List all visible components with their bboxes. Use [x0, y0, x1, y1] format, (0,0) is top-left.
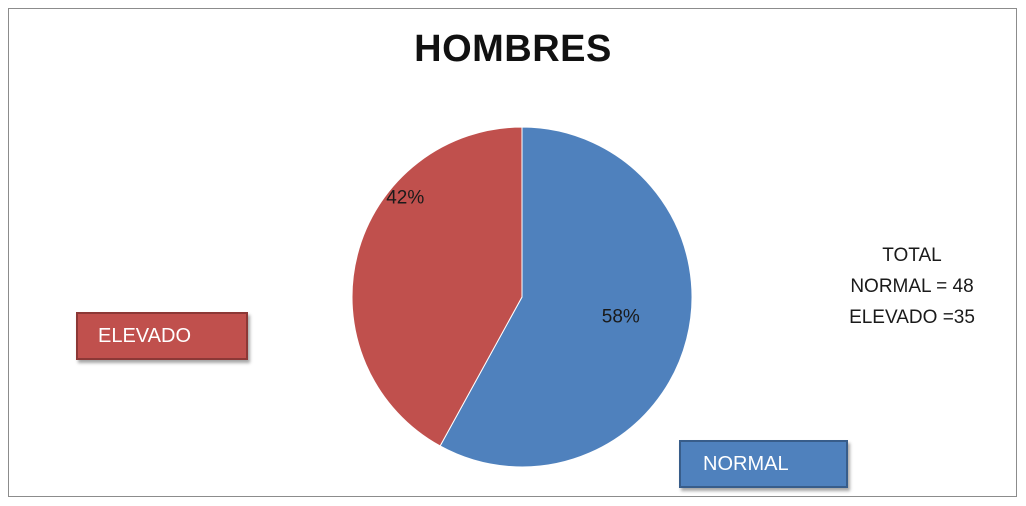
totals-normal: NORMAL = 48 [850, 276, 974, 297]
pie-slice-normal [439, 126, 693, 468]
legend-normal: NORMAL [679, 440, 848, 488]
slice-label-normal: 58% [602, 306, 640, 327]
totals-heading: TOTAL [882, 245, 942, 266]
totals-panel: TOTAL NORMAL = 48 ELEVADO =35 [822, 240, 1002, 333]
chart-title: HOMBRES [414, 28, 612, 70]
totals-elevado: ELEVADO =35 [849, 307, 975, 328]
slice-label-elevado: 42% [386, 188, 424, 209]
pie-slice-elevado [351, 126, 523, 447]
pie-labels: 58% 42% [386, 188, 640, 328]
pie-slices [351, 126, 693, 468]
legend-elevado: ELEVADO [76, 312, 248, 360]
